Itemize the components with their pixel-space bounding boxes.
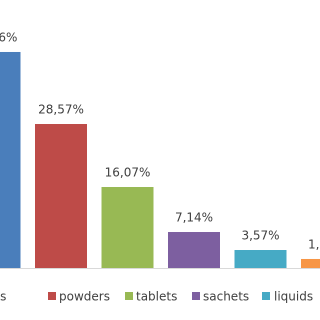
bar <box>101 187 154 268</box>
legend-swatch <box>48 292 56 300</box>
value-label: 16,07% <box>105 166 151 180</box>
value-label: 28,57% <box>38 103 84 117</box>
legend-swatch <box>192 292 200 300</box>
bar <box>168 232 220 268</box>
legend-label: tablets <box>136 290 177 304</box>
bar <box>35 124 87 268</box>
value-label: 1,79% <box>308 237 320 251</box>
bar <box>0 51 21 269</box>
bar <box>234 250 287 268</box>
legend-label: capsules <box>0 290 6 304</box>
legend-label: sachets <box>203 290 249 304</box>
bar <box>301 258 320 268</box>
legend-label: liquids <box>274 290 313 304</box>
legend-label: powders <box>59 290 110 304</box>
legend-swatch <box>125 292 133 300</box>
value-label: 42,86% <box>0 30 17 44</box>
value-label: 7,14% <box>175 211 213 225</box>
value-label: 3,57% <box>241 229 279 243</box>
legend-swatch <box>262 292 270 300</box>
